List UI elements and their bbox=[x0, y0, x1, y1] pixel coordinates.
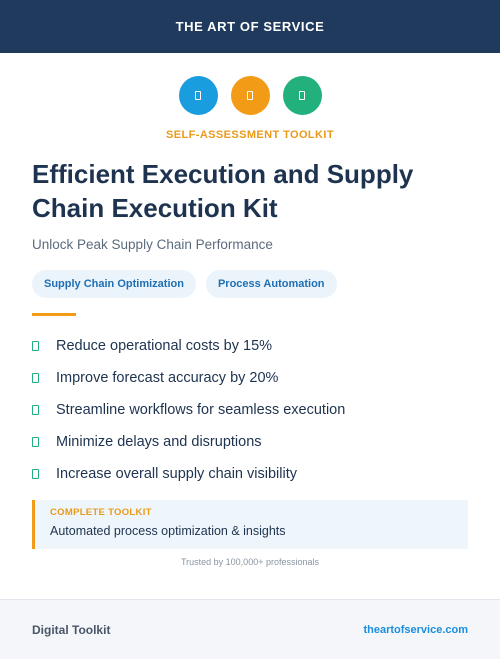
checkbox-icon bbox=[32, 341, 39, 351]
page-subtitle: Unlock Peak Supply Chain Performance bbox=[32, 237, 273, 252]
accent-divider bbox=[32, 313, 76, 316]
benefit-item: Increase overall supply chain visibility bbox=[32, 458, 345, 490]
icon-row bbox=[0, 76, 500, 115]
top-banner: THE ART OF SERVICE bbox=[0, 0, 500, 53]
benefit-text: Improve forecast accuracy by 20% bbox=[56, 370, 279, 386]
benefit-item: Minimize delays and disruptions bbox=[32, 426, 345, 458]
document-icon bbox=[230, 76, 270, 115]
tag-process-automation[interactable]: Process Automation bbox=[205, 270, 337, 298]
benefit-item: Improve forecast accuracy by 20% bbox=[32, 362, 345, 394]
benefit-text: Reduce operational costs by 15% bbox=[56, 338, 273, 354]
page-title: Efficient Execution and Supply Chain Exe… bbox=[32, 159, 414, 223]
tag-supply-chain-optimization[interactable]: Supply Chain Optimization bbox=[32, 270, 196, 298]
checkbox-icon bbox=[32, 469, 39, 479]
benefit-item: Reduce operational costs by 15% bbox=[32, 330, 345, 362]
benefit-text: Streamline workflows for seamless execut… bbox=[56, 402, 346, 418]
document-icon bbox=[282, 76, 322, 115]
document-icon bbox=[178, 76, 218, 115]
footer: Digital Toolkit theartofservice.com bbox=[0, 599, 500, 659]
checkbox-icon bbox=[32, 405, 39, 415]
complete-toolkit-callout: COMPLETE TOOLKIT Automated process optim… bbox=[32, 500, 468, 549]
brand-name: THE ART OF SERVICE bbox=[175, 19, 325, 34]
benefit-text: Increase overall supply chain visibility bbox=[56, 466, 297, 482]
tag-list: Supply Chain Optimization Process Automa… bbox=[32, 270, 337, 298]
benefit-item: Streamline workflows for seamless execut… bbox=[32, 394, 345, 426]
callout-label: COMPLETE TOOLKIT bbox=[50, 507, 152, 518]
benefit-list: Reduce operational costs by 15% Improve … bbox=[32, 330, 345, 490]
checkbox-icon bbox=[32, 373, 39, 383]
benefit-text: Minimize delays and disruptions bbox=[56, 434, 262, 450]
footer-label: Digital Toolkit bbox=[32, 622, 111, 637]
website-link[interactable]: theartofservice.com bbox=[363, 623, 468, 636]
trust-statement: Trusted by 100,000+ professionals bbox=[180, 557, 319, 567]
callout-text: Automated process optimization & insight… bbox=[50, 524, 286, 538]
toolkit-kicker: SELF-ASSESSMENT TOOLKIT bbox=[166, 129, 334, 141]
checkbox-icon bbox=[32, 437, 39, 447]
